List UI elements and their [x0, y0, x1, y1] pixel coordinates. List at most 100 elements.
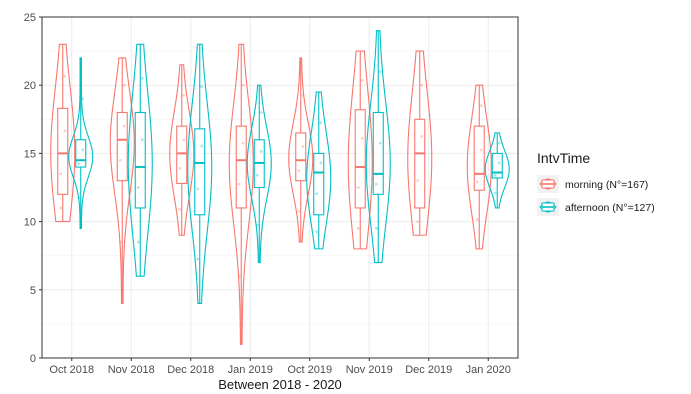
violin-group-afternoon: [306, 91, 332, 250]
data-point-morning: [297, 169, 301, 172]
data-point-afternoon: [374, 182, 378, 186]
y-tick-label: 5: [30, 285, 36, 297]
data-point-afternoon: [200, 144, 204, 148]
box-afternoon: [313, 152, 325, 216]
data-point-morning: [297, 209, 301, 213]
data-point-afternoon: [378, 141, 382, 145]
data-point-morning: [182, 138, 186, 142]
data-point-afternoon: [136, 240, 140, 244]
violin-group-afternoon: [187, 43, 213, 304]
data-point-morning: [59, 172, 63, 176]
violin-morning: [50, 43, 76, 223]
data-point-morning: [360, 136, 364, 140]
violin-group-morning: [50, 43, 76, 223]
box-morning: [176, 125, 188, 184]
violin-afternoon: [127, 43, 153, 277]
data-point-afternoon: [374, 227, 378, 230]
box-afternoon: [491, 152, 503, 179]
data-point-morning: [475, 218, 479, 221]
data-point-morning: [178, 207, 182, 211]
data-point-afternoon: [77, 162, 81, 166]
data-point-morning: [479, 148, 483, 152]
violin-morning: [347, 50, 373, 250]
data-point-morning: [356, 186, 360, 189]
box-afternoon: [194, 128, 206, 216]
y-tick-label: 20: [24, 80, 36, 92]
data-point-morning: [416, 179, 420, 183]
legend-label-morning: morning (N°=167): [565, 179, 648, 191]
violin-group-morning: [347, 50, 373, 250]
data-point-afternoon: [315, 192, 319, 196]
data-point-afternoon: [196, 257, 200, 261]
data-point-morning: [301, 94, 305, 97]
data-point-afternoon: [140, 138, 144, 142]
data-point-afternoon: [319, 121, 323, 125]
violin-group-morning: [407, 50, 433, 236]
data-point-morning: [118, 158, 122, 162]
data-point-morning: [237, 274, 241, 278]
violin-group-morning: [109, 57, 135, 304]
data-point-morning: [420, 83, 424, 87]
data-point-morning: [63, 74, 67, 78]
violin-group-afternoon: [68, 57, 94, 229]
data-point-afternoon: [497, 161, 501, 165]
data-point-morning: [59, 206, 63, 210]
data-point-afternoon: [493, 173, 497, 177]
data-point-afternoon: [140, 76, 144, 80]
data-point-morning: [475, 180, 479, 184]
violin-group-morning: [466, 84, 492, 250]
violin-afternoon: [365, 30, 391, 264]
violin-afternoon: [187, 43, 213, 304]
legend-key-afternoon: [537, 198, 559, 216]
legend-label-afternoon: afternoon (N°=127): [565, 202, 655, 214]
box-morning: [354, 109, 366, 209]
violin-group-afternoon: [127, 43, 153, 277]
violin-afternoon: [306, 91, 332, 250]
data-point-afternoon: [136, 186, 140, 189]
data-point-morning: [182, 94, 186, 97]
violin-group-morning: [228, 43, 254, 345]
data-point-morning: [420, 134, 424, 138]
data-point-morning: [301, 145, 305, 148]
series-morning: [50, 43, 492, 345]
data-point-morning: [237, 182, 241, 186]
legend: IntvTime morning (N°=167) afternoon (N°=12…: [537, 150, 655, 216]
y-tick-label: 15: [24, 148, 36, 160]
data-point-morning: [122, 124, 126, 128]
y-tick-label: 0: [30, 353, 36, 365]
violin-morning: [109, 57, 135, 304]
data-point-afternoon: [493, 191, 497, 195]
data-point-afternoon: [77, 196, 81, 200]
violin-group-afternoon: [484, 132, 510, 209]
data-point-morning: [356, 227, 360, 230]
data-point-afternoon: [378, 70, 382, 73]
data-point-morning: [118, 240, 122, 244]
x-tick-label: Oct 2018: [49, 364, 94, 376]
box-morning: [57, 107, 69, 195]
violin-group-afternoon: [246, 84, 272, 264]
data-point-afternoon: [81, 148, 85, 152]
data-point-morning: [178, 167, 182, 170]
violin-afternoon: [484, 132, 510, 209]
x-tick-label: Nov 2018: [108, 364, 155, 376]
violin-group-morning: [169, 64, 195, 236]
x-tick-label: Nov 2019: [346, 364, 393, 376]
box-afternoon: [134, 111, 146, 209]
violin-group-morning: [288, 57, 314, 243]
box-afternoon: [75, 139, 87, 168]
data-point-afternoon: [259, 111, 263, 114]
data-point-morning: [63, 129, 67, 133]
data-point-morning: [360, 79, 364, 82]
box-morning: [473, 125, 485, 191]
violin-afternoon: [68, 57, 94, 229]
violin-morning: [288, 57, 314, 243]
violin-afternoon: [246, 84, 272, 264]
violin-morning: [228, 43, 254, 345]
data-point-morning: [122, 83, 126, 87]
x-tick-label: Dec 2019: [405, 364, 452, 376]
data-point-morning: [479, 104, 483, 108]
data-point-afternoon: [497, 141, 501, 145]
x-tick-label: Jan 2019: [228, 364, 273, 376]
